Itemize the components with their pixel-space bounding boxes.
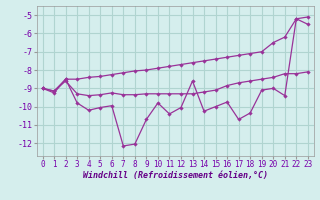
- X-axis label: Windchill (Refroidissement éolien,°C): Windchill (Refroidissement éolien,°C): [83, 171, 268, 180]
